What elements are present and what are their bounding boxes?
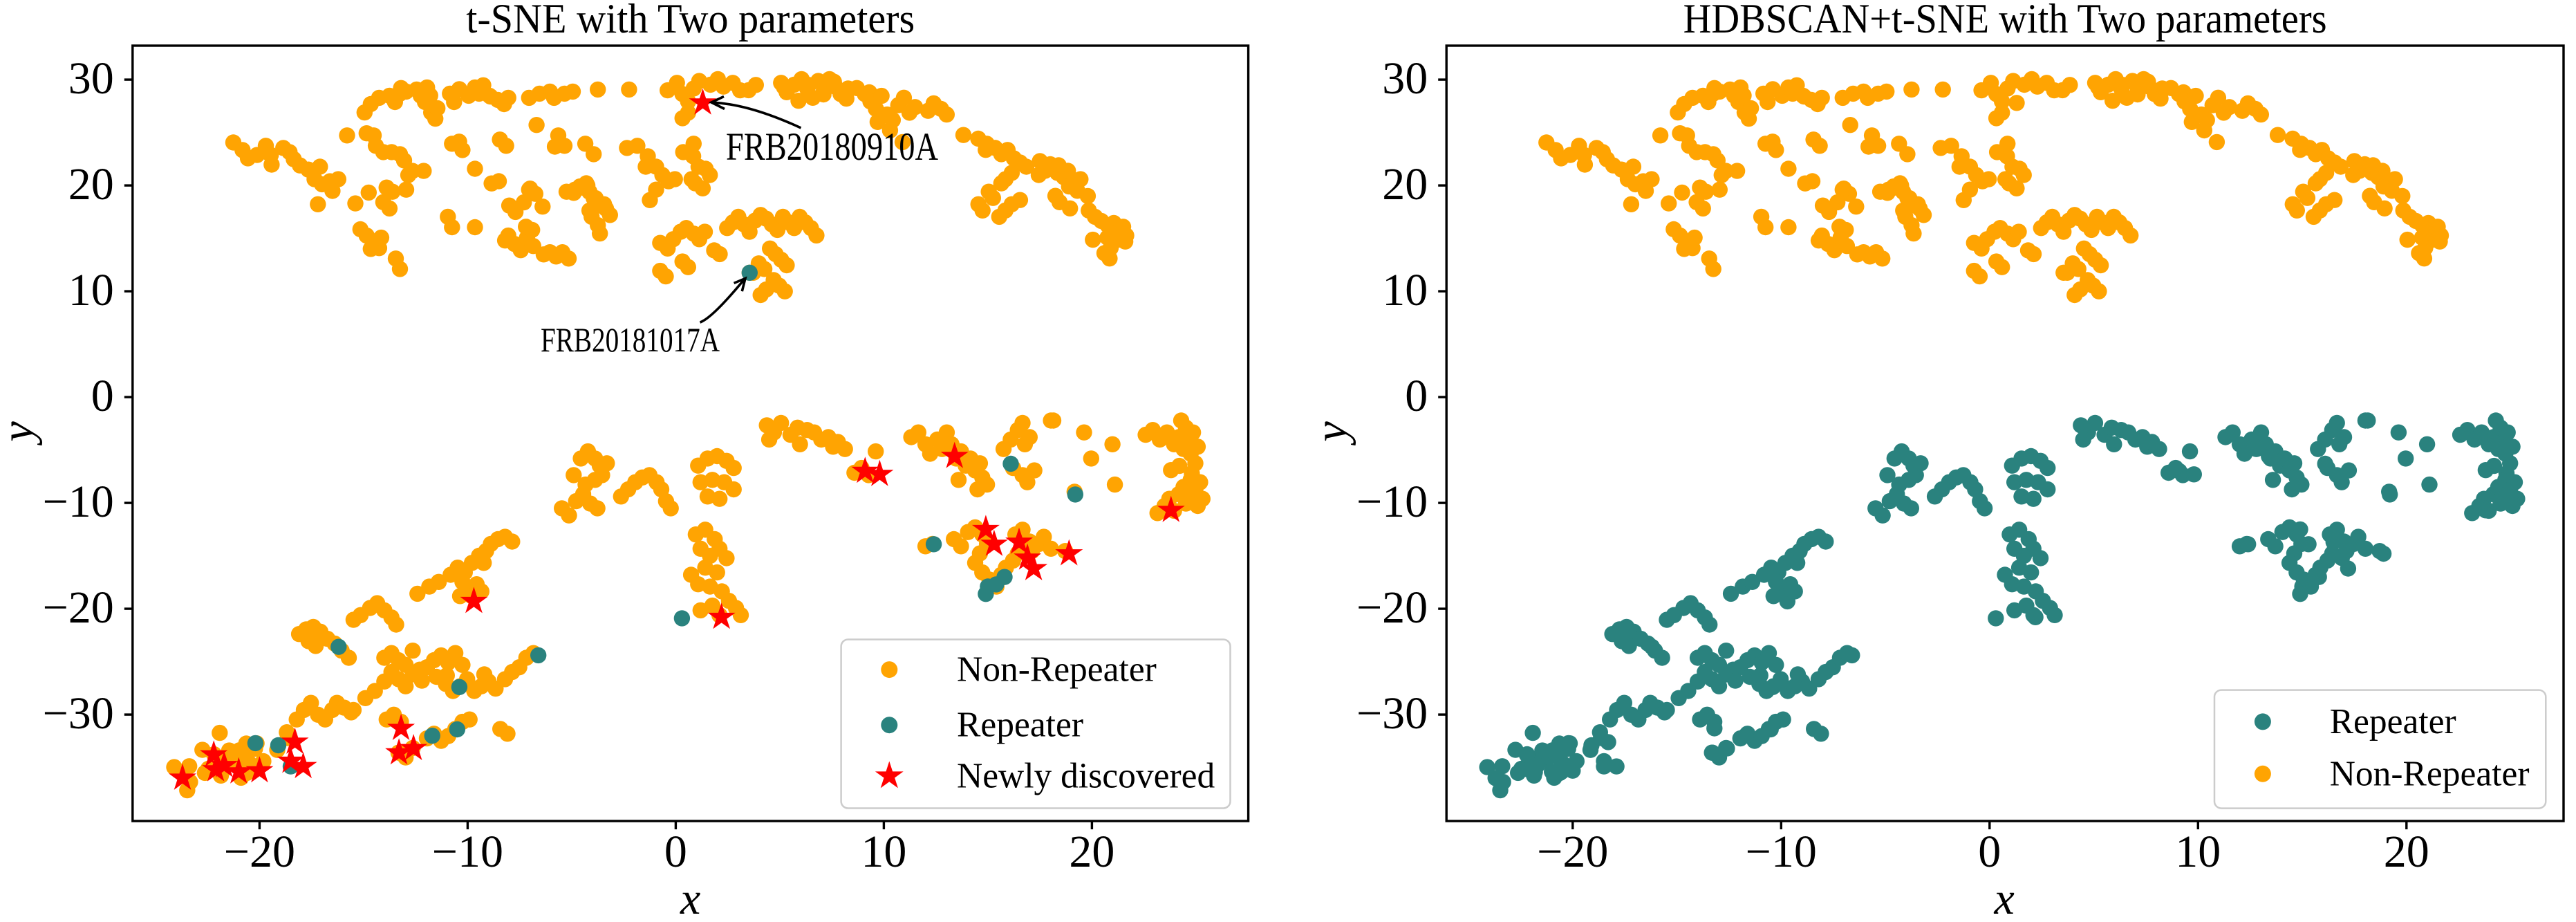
svg-text:20: 20 bbox=[1382, 159, 1428, 210]
svg-text:10: 10 bbox=[68, 265, 114, 315]
svg-text:30: 30 bbox=[68, 53, 114, 104]
svg-text:t-SNE with Two parameters: t-SNE with Two parameters bbox=[466, 0, 915, 42]
svg-text:−10: −10 bbox=[43, 477, 114, 527]
svg-text:Non-Repeater: Non-Repeater bbox=[2330, 754, 2530, 793]
svg-text:20: 20 bbox=[2384, 827, 2429, 877]
svg-text:FRB20180910A: FRB20180910A bbox=[726, 125, 938, 169]
svg-text:10: 10 bbox=[2175, 827, 2221, 877]
svg-text:Non-Repeater: Non-Repeater bbox=[957, 650, 1157, 690]
svg-text:Newly discovered: Newly discovered bbox=[957, 757, 1215, 796]
svg-text:y: y bbox=[0, 421, 43, 446]
svg-text:y: y bbox=[1306, 421, 1356, 446]
svg-text:HDBSCAN+t-SNE with Two paramet: HDBSCAN+t-SNE with Two parameters bbox=[1683, 0, 2327, 42]
svg-text:−30: −30 bbox=[43, 688, 114, 739]
svg-text:0: 0 bbox=[664, 827, 687, 877]
svg-text:x: x bbox=[1993, 874, 2014, 919]
svg-text:FRB20181017A: FRB20181017A bbox=[541, 320, 720, 359]
svg-text:30: 30 bbox=[1382, 53, 1428, 104]
svg-text:0: 0 bbox=[1405, 371, 1428, 421]
svg-text:20: 20 bbox=[1069, 827, 1114, 877]
svg-text:Repeater: Repeater bbox=[957, 706, 1083, 745]
svg-text:0: 0 bbox=[91, 371, 114, 421]
svg-text:−10: −10 bbox=[432, 827, 503, 877]
svg-text:−10: −10 bbox=[1746, 827, 1817, 877]
svg-text:−30: −30 bbox=[1356, 688, 1428, 739]
svg-text:−10: −10 bbox=[1356, 477, 1428, 527]
svg-text:10: 10 bbox=[861, 827, 906, 877]
svg-text:Repeater: Repeater bbox=[2330, 702, 2456, 741]
svg-text:−20: −20 bbox=[1356, 582, 1428, 633]
svg-text:−20: −20 bbox=[224, 827, 295, 877]
svg-text:20: 20 bbox=[68, 159, 114, 210]
svg-text:−20: −20 bbox=[43, 582, 114, 633]
svg-text:x: x bbox=[680, 874, 700, 919]
svg-text:10: 10 bbox=[1382, 265, 1428, 315]
svg-text:−20: −20 bbox=[1537, 827, 1608, 877]
svg-text:0: 0 bbox=[1978, 827, 2001, 877]
